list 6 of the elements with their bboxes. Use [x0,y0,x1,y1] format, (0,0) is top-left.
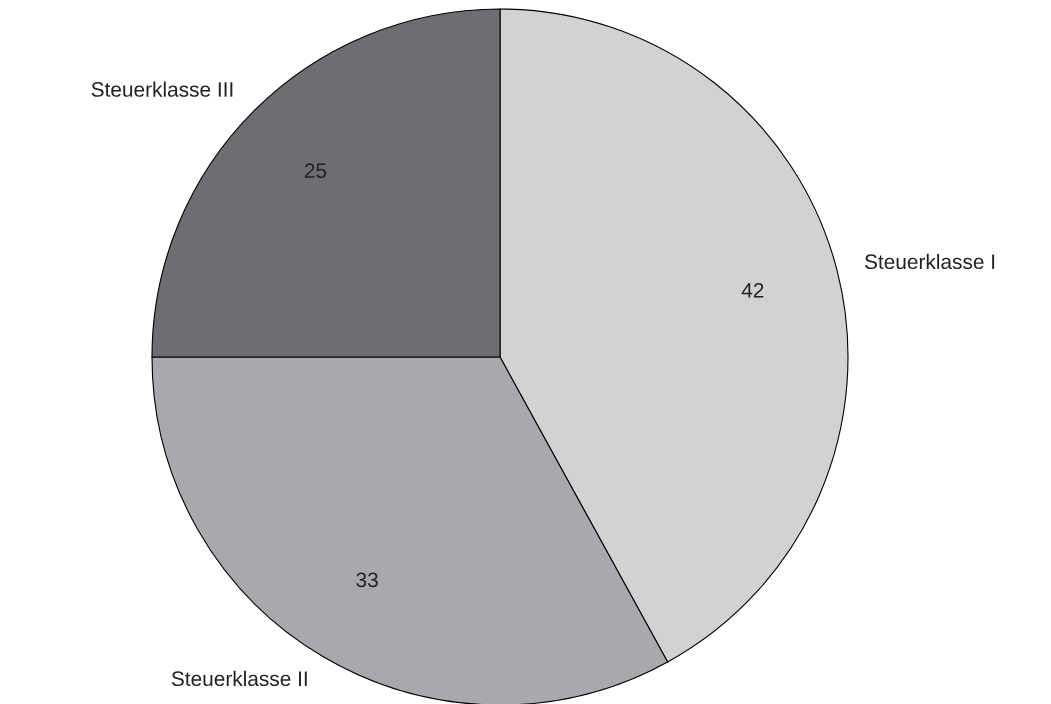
slice-label: Steuerklasse I [864,253,995,270]
data-label: 25 [304,163,327,179]
data-label: 42 [741,282,764,298]
data-label: 33 [356,572,378,588]
slice-label: Steuerklasse II [171,670,307,687]
slice-label: Steuerklasse III [91,81,233,97]
